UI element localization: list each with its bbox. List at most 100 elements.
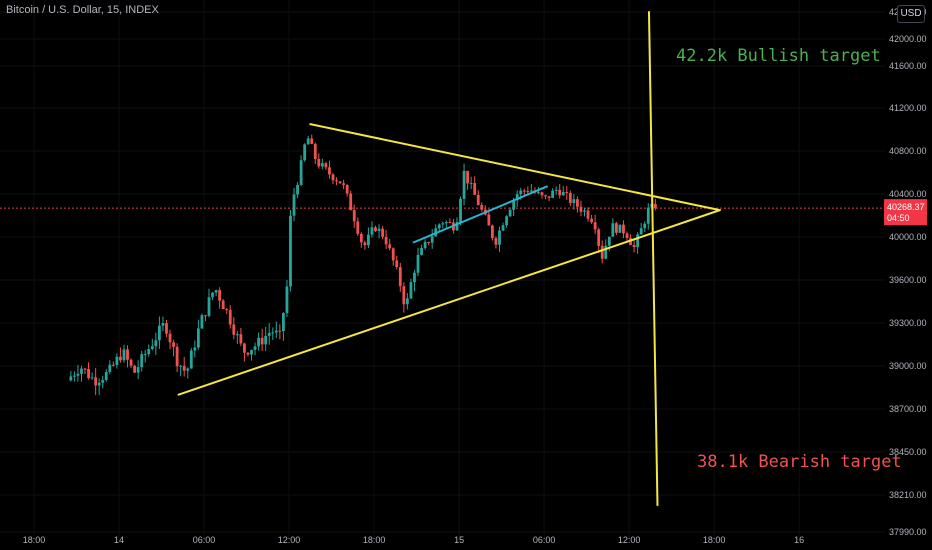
candle-body	[388, 244, 392, 249]
candle	[349, 190, 353, 211]
candle-body	[158, 325, 161, 341]
candle-body	[147, 348, 151, 355]
candle	[281, 312, 285, 341]
y-axis-tick-label: 39000.00	[889, 361, 927, 371]
candle	[441, 221, 445, 229]
currency-button[interactable]: USD	[897, 5, 925, 23]
candle-body	[384, 236, 388, 245]
candle-body	[281, 313, 285, 332]
candle-body	[505, 216, 508, 226]
candle-body	[607, 236, 611, 246]
candle-body	[356, 221, 360, 234]
candle-body	[200, 315, 204, 329]
candle-body	[97, 382, 101, 386]
candle	[565, 186, 569, 200]
candle-body	[537, 192, 540, 194]
y-axis-tick-label: 40000.00	[889, 232, 927, 242]
symbol-title: Bitcoin / U.S. Dollar, 15, INDEX	[6, 4, 159, 16]
candle-body	[554, 189, 558, 191]
candle	[182, 356, 186, 377]
candle	[466, 170, 470, 190]
candle	[646, 203, 650, 230]
candle-body	[342, 183, 346, 185]
candle-body	[253, 346, 257, 350]
candle	[296, 182, 299, 199]
candle-body	[129, 359, 133, 366]
candle	[622, 220, 625, 239]
candle	[235, 330, 239, 345]
candle-body	[239, 334, 243, 344]
candle-body	[448, 222, 452, 224]
candle-body	[186, 368, 190, 371]
candle	[204, 314, 207, 322]
candle	[540, 191, 544, 199]
candle	[363, 240, 367, 250]
candle	[136, 360, 140, 380]
y-axis-tick-label: 38700.00	[889, 404, 927, 414]
candle-body	[335, 180, 338, 182]
triangle-lower-trendline[interactable]	[177, 209, 721, 396]
candle	[161, 316, 165, 332]
candle	[122, 344, 126, 363]
candle-body	[597, 229, 601, 246]
candle-body	[228, 309, 232, 325]
candle	[338, 181, 342, 184]
candle-body	[310, 138, 314, 144]
triangle-upper-trendline[interactable]	[309, 123, 721, 212]
candle-body	[416, 254, 420, 273]
candle	[374, 225, 377, 233]
candle	[186, 367, 190, 379]
candle	[140, 350, 144, 372]
candle	[147, 344, 151, 357]
candle-body	[420, 248, 423, 255]
candle-body	[246, 352, 250, 355]
candle	[207, 288, 211, 318]
candle-body	[111, 364, 115, 366]
candle-body	[133, 365, 137, 373]
candle-body	[69, 376, 73, 381]
candle	[572, 194, 576, 210]
candle-body	[374, 227, 377, 232]
candle	[632, 239, 636, 253]
candle	[586, 207, 590, 222]
candle-body	[494, 238, 498, 245]
candle-body	[480, 205, 484, 210]
candle	[306, 136, 310, 145]
candle	[473, 176, 477, 196]
candle	[101, 375, 105, 389]
candle-body	[328, 167, 331, 175]
candle	[267, 323, 271, 345]
x-axis-tick-label: 18:00	[363, 535, 386, 545]
candle-body	[409, 282, 413, 299]
candle-body	[136, 367, 140, 373]
y-axis-tick-label: 37990.00	[889, 527, 927, 537]
target-vertical-line[interactable]	[647, 11, 659, 507]
channel-trendline[interactable]	[412, 185, 548, 244]
candle-body	[299, 160, 303, 185]
candle-body	[306, 138, 310, 145]
candle-body	[395, 260, 399, 268]
candle	[611, 218, 615, 237]
y-axis-tick-label: 40400.00	[889, 189, 927, 199]
candle-body	[377, 228, 381, 232]
candle-body	[363, 242, 367, 246]
candle-body	[529, 190, 533, 192]
candle-body	[455, 222, 459, 231]
candle	[250, 349, 253, 361]
candle	[175, 343, 179, 373]
candle	[483, 205, 487, 216]
candle-body	[285, 286, 289, 314]
candle	[544, 194, 547, 200]
y-axis-tick-label: 39600.00	[889, 275, 927, 285]
candle	[189, 347, 193, 369]
candle	[76, 365, 80, 382]
candle-body	[154, 340, 158, 347]
candle	[600, 240, 604, 264]
candle	[246, 352, 250, 357]
candle-body	[72, 375, 76, 377]
x-axis-tick-label: 06:00	[193, 535, 216, 545]
candle	[257, 332, 260, 351]
candle-body	[462, 170, 466, 199]
